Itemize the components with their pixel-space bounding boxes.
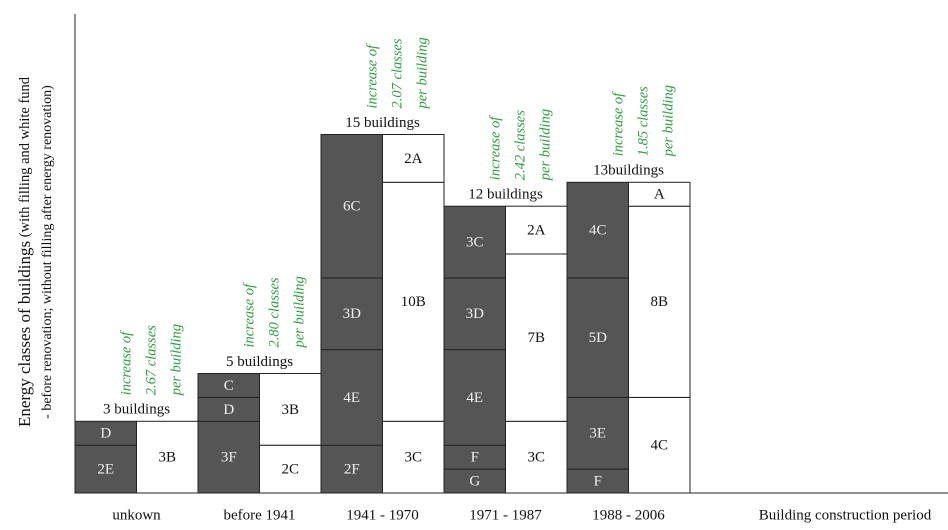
annotation: 2.42 classes bbox=[512, 110, 528, 180]
segment-label: 3D bbox=[466, 306, 485, 322]
bar-segment bbox=[136, 420, 199, 494]
annotation: increase of bbox=[610, 91, 626, 156]
segment-label: 3B bbox=[158, 450, 176, 466]
segment-label: 3F bbox=[221, 450, 237, 466]
annotation: increase of bbox=[118, 330, 134, 395]
segment-label: 7B bbox=[527, 330, 545, 346]
x-tick-label: unkown bbox=[112, 507, 161, 523]
segment-label: 8B bbox=[650, 294, 668, 310]
total-label: 12 buildings bbox=[468, 187, 543, 203]
bar-segment bbox=[628, 396, 691, 494]
segment-label: 2E bbox=[97, 462, 114, 478]
bar-segment bbox=[505, 420, 568, 494]
bar-segment bbox=[505, 253, 568, 422]
annotation: per building bbox=[537, 109, 553, 181]
segment-label: 2C bbox=[281, 462, 299, 478]
segment-label: 3C bbox=[404, 450, 422, 466]
annotation: per building bbox=[291, 276, 307, 348]
annotation: 2.07 classes bbox=[389, 38, 405, 108]
bar-segment bbox=[74, 444, 137, 494]
bar-segment bbox=[382, 181, 445, 422]
bar-segment bbox=[566, 181, 629, 279]
x-tick-label: 1971 - 1987 bbox=[469, 507, 542, 523]
segment-label: 6C bbox=[343, 199, 361, 215]
annotation: per building bbox=[660, 85, 676, 157]
annotation: increase of bbox=[364, 43, 380, 108]
bar-segment bbox=[320, 134, 383, 279]
segment-label: C bbox=[224, 378, 234, 394]
segment-label: 4C bbox=[589, 223, 607, 239]
bar-segment bbox=[628, 181, 691, 207]
segment-label: 3D bbox=[343, 306, 362, 322]
y-axis-label: Energy classes of buildings (with fillin… bbox=[15, 76, 34, 427]
bar-segment bbox=[259, 444, 322, 494]
x-axis-label: Building construction period bbox=[759, 507, 932, 523]
bar-segment bbox=[505, 205, 568, 255]
annotation: 1.85 classes bbox=[635, 86, 651, 156]
segment-label: 2A bbox=[404, 151, 423, 167]
bar-segment bbox=[259, 373, 322, 446]
segment-label: 10B bbox=[401, 294, 426, 310]
segment-label: D bbox=[223, 402, 234, 418]
total-label: 3 buildings bbox=[103, 402, 170, 418]
annotation: 2.80 classes bbox=[266, 277, 282, 347]
segment-label: 3C bbox=[527, 450, 545, 466]
x-tick-label: before 1941 bbox=[223, 507, 295, 523]
segment-label: G bbox=[469, 473, 480, 489]
total-label: 13buildings bbox=[593, 163, 664, 179]
segment-label: F bbox=[594, 473, 602, 489]
total-label: 15 buildings bbox=[345, 115, 420, 131]
segment-label: A bbox=[654, 187, 665, 203]
segment-label: 4E bbox=[466, 390, 483, 406]
segment-label: D bbox=[100, 426, 111, 442]
segment-label: 3B bbox=[281, 402, 299, 418]
annotation: per building bbox=[168, 324, 184, 396]
segment-label: 2A bbox=[527, 223, 546, 239]
segment-label: 5D bbox=[589, 330, 608, 346]
bar-segment bbox=[382, 420, 445, 494]
y-axis-label-second: - before renovation; without filling aft… bbox=[40, 85, 55, 419]
y-axis-label-main: Energy classes of buildings bbox=[15, 241, 34, 427]
annotation: increase of bbox=[241, 282, 257, 347]
y-axis-label-note: (with filling and white fund bbox=[17, 76, 33, 237]
total-label: 5 buildings bbox=[226, 354, 293, 370]
bar-segment bbox=[566, 277, 629, 398]
x-tick-label: 1988 - 2006 bbox=[592, 507, 665, 523]
annotation: per building bbox=[414, 37, 430, 109]
bar-segment bbox=[443, 205, 506, 279]
segment-label: 3E bbox=[589, 426, 606, 442]
segment-label: 2F bbox=[344, 462, 360, 478]
segment-label: F bbox=[471, 450, 479, 466]
annotation: increase of bbox=[487, 115, 503, 180]
bar-segment bbox=[566, 396, 629, 470]
bar-segment bbox=[382, 134, 445, 183]
segment-label: 3C bbox=[466, 234, 484, 250]
segment-label: 4C bbox=[650, 438, 668, 454]
x-tick-label: 1941 - 1970 bbox=[346, 507, 419, 523]
segment-label: 4E bbox=[343, 390, 360, 406]
annotation: 2.67 classes bbox=[143, 325, 159, 395]
